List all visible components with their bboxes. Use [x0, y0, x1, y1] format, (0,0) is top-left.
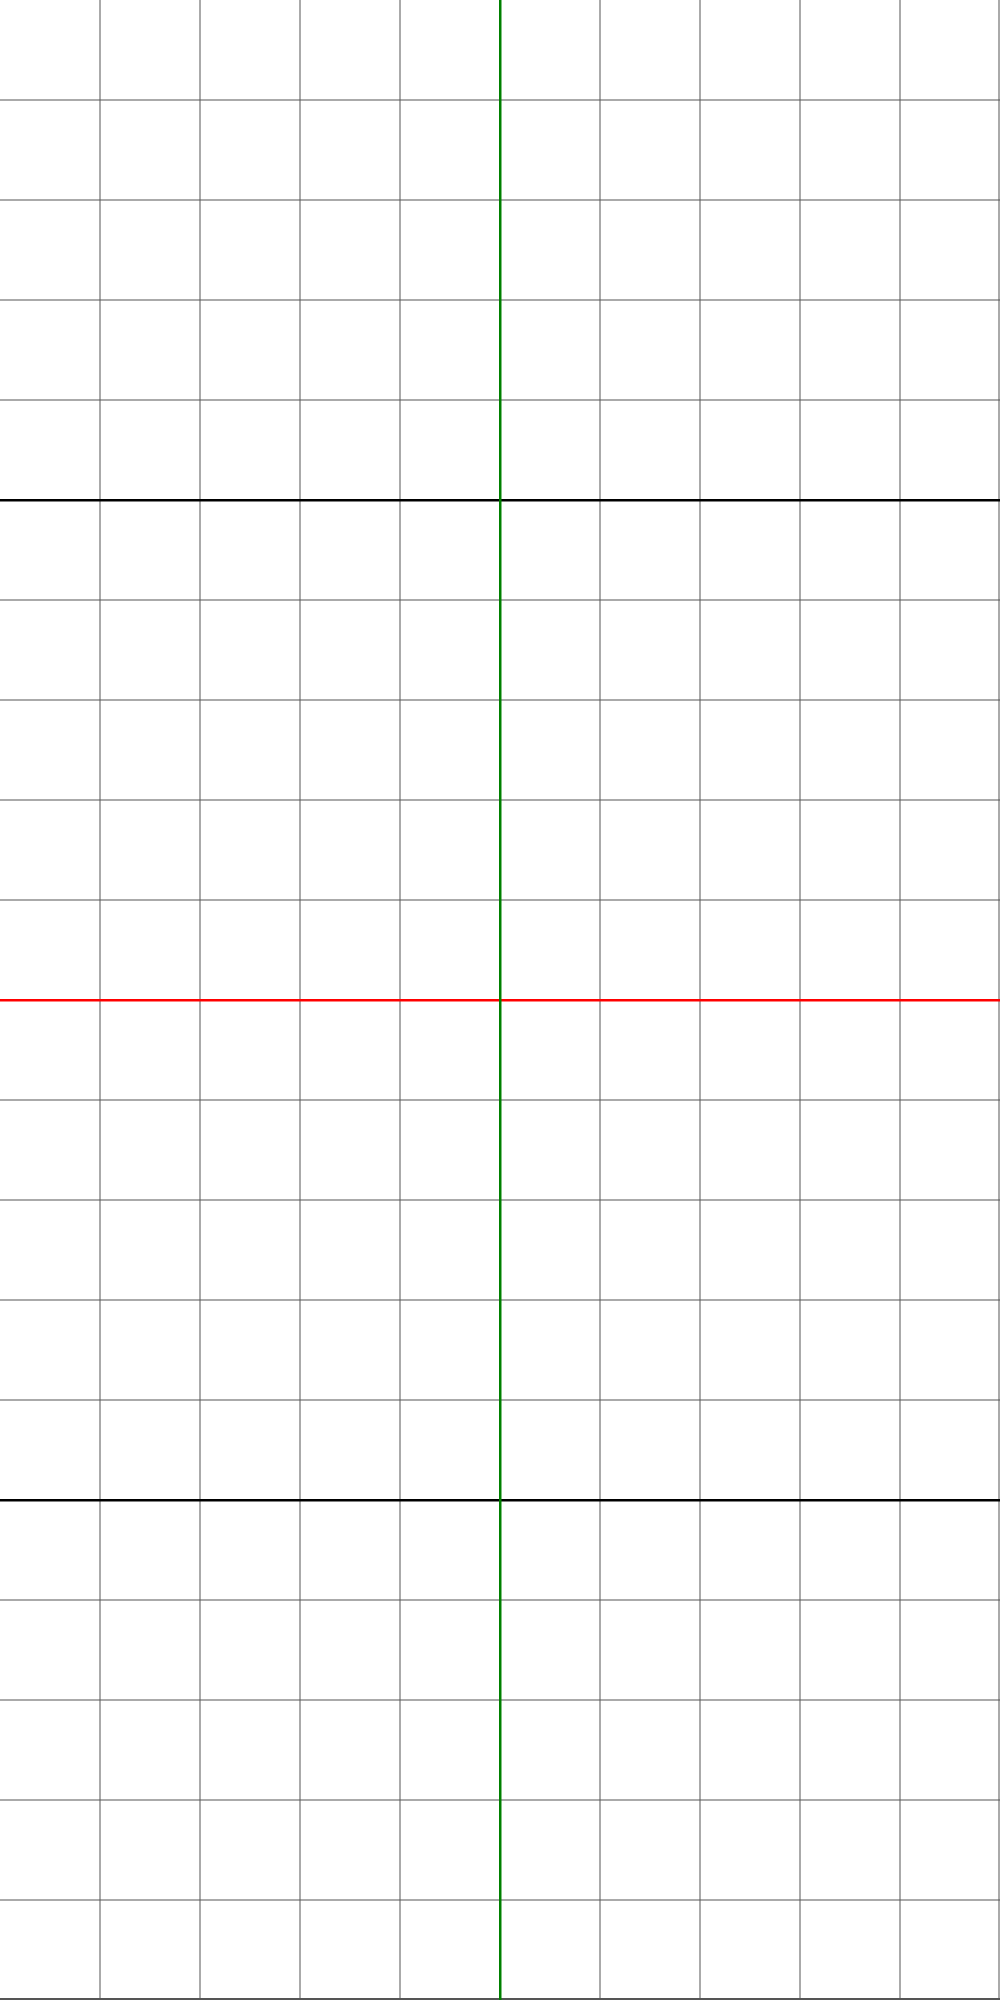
grid-diagram: [0, 0, 1000, 2000]
center-axis-lines: [0, 0, 1000, 2000]
